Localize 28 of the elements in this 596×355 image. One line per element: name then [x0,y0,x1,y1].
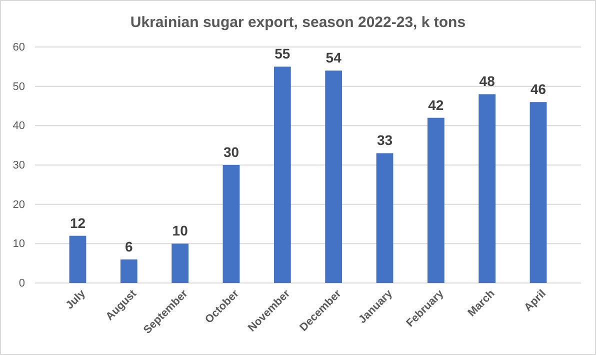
y-tick-label: 40 [12,120,25,132]
y-tick-label: 0 [18,278,25,290]
bar [120,259,138,283]
data-label: 46 [530,81,546,98]
bar [172,244,189,283]
bar [530,102,547,283]
data-label: 33 [376,132,393,148]
bar [427,118,444,283]
data-label: 48 [479,73,496,90]
bar [478,94,496,283]
y-tick-label: 60 [12,42,25,54]
y-tick-label: 20 [12,198,25,211]
y-tick-label: 30 [12,160,25,172]
data-label: 12 [70,214,86,231]
data-label: 54 [326,50,342,66]
bar [376,153,394,283]
data-label: 10 [172,222,188,239]
y-tick-label: 50 [12,80,25,93]
y-tick-label: 10 [12,238,25,250]
data-label: 55 [274,46,290,62]
data-label: 30 [223,144,240,160]
data-label: 42 [428,96,444,113]
bar [325,70,342,283]
bar [222,165,240,283]
bar [69,236,86,283]
data-label: 6 [125,238,133,254]
chart-title: Ukrainian sugar export, season 2022-23, k tons [130,14,466,31]
bar [274,66,291,283]
